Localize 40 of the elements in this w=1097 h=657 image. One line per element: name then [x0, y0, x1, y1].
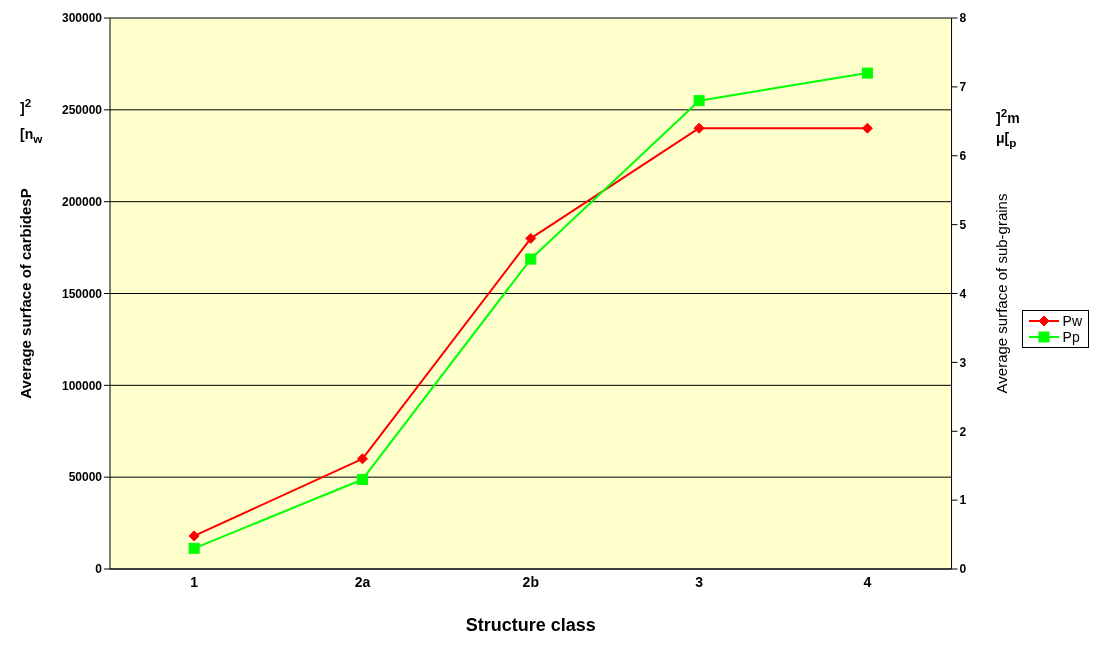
y-tick-label: 50000: [68, 470, 103, 485]
point: [356, 473, 368, 485]
y2-tick-label: 8: [959, 11, 967, 26]
y-axis-title: Average surface of carbidesP: [17, 188, 35, 399]
point: [356, 453, 368, 465]
x-axis-title: Structure class: [465, 615, 596, 635]
y2-tick-label: 3: [959, 355, 967, 370]
point: [861, 67, 873, 79]
y2-tick-label: 2: [959, 424, 967, 439]
y2-axis-title: Average surface of sub-grains: [992, 193, 1010, 394]
y2-tick-label: 6: [959, 149, 967, 164]
text: [n$_{w}$: [20, 126, 43, 145]
text: ]$^{2}$: [20, 96, 32, 116]
point: [188, 530, 200, 542]
y-tick-label: 0: [95, 562, 103, 577]
point: [525, 253, 537, 265]
point: [188, 542, 200, 554]
x-tick-label: 3: [695, 573, 704, 590]
point: [693, 95, 705, 107]
text: μ[$_{p}$: [996, 130, 1017, 149]
x-tick-label: 2a: [354, 573, 371, 590]
legend-label: Pw: [1062, 312, 1082, 329]
x-tick-label: 2b: [522, 573, 539, 590]
legend-label: Pp: [1062, 328, 1080, 345]
y-tick-label: 300000: [61, 11, 103, 26]
y2-tick-label: 1: [959, 493, 967, 508]
y-tick-label: 150000: [61, 286, 103, 301]
y2-tick-label: 0: [959, 562, 967, 577]
y-tick-label: 200000: [61, 194, 103, 209]
point: [525, 232, 537, 244]
point: [861, 122, 873, 134]
y2-tick-label: 5: [959, 217, 967, 232]
y2-tick-label: 7: [959, 80, 967, 95]
text: ]$^{2}$m: [996, 106, 1020, 126]
point: [693, 122, 705, 134]
y-tick-label: 250000: [61, 103, 103, 118]
y-tick-label: 100000: [61, 378, 103, 393]
y2-tick-label: 4: [959, 286, 967, 301]
x-tick-label: 4: [863, 573, 872, 590]
x-tick-label: 1: [190, 573, 199, 590]
